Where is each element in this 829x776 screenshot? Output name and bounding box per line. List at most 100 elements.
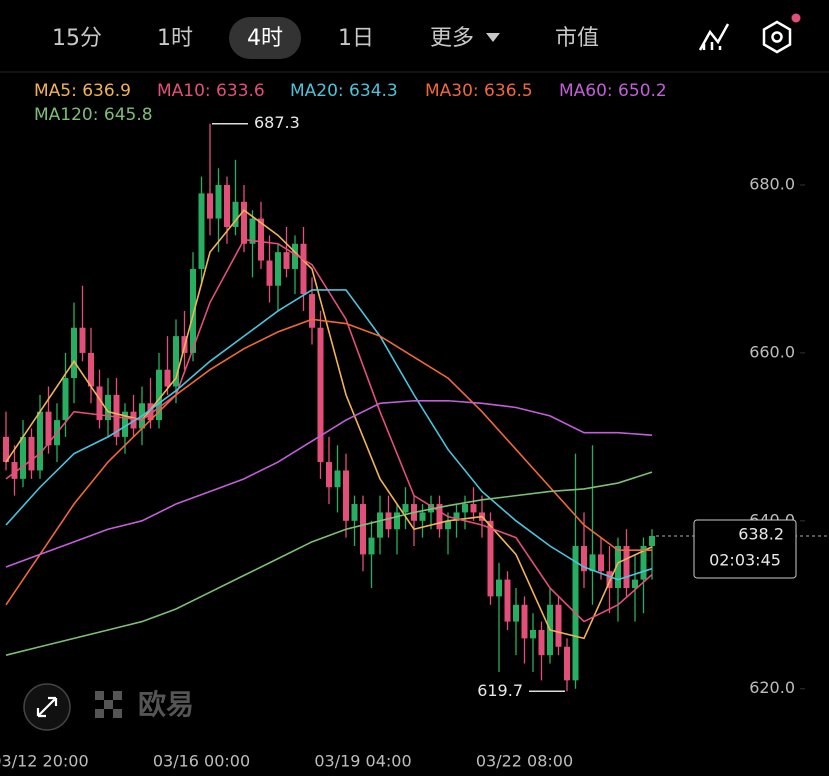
- tab[interactable]: 1时: [157, 26, 193, 51]
- tab-more[interactable]: 更多: [430, 26, 474, 51]
- candle-body: [249, 218, 256, 244]
- candle-body: [470, 504, 477, 513]
- candle-body: [453, 512, 460, 521]
- candle-body: [640, 546, 647, 580]
- candle-body: [436, 504, 443, 530]
- legend-item: MA30: 636.5: [425, 81, 533, 101]
- settings-icon[interactable]: [762, 13, 801, 54]
- candle-body: [538, 629, 545, 656]
- candle-body: [309, 294, 315, 328]
- candle-body: [530, 629, 536, 639]
- candle-body: [487, 520, 494, 597]
- candle-body: [377, 512, 383, 538]
- expand-button[interactable]: [23, 683, 71, 731]
- legend-item: MA20: 634.3: [290, 81, 398, 101]
- candle-body: [581, 546, 587, 572]
- candle-body: [71, 327, 77, 379]
- candle-body: [419, 512, 426, 521]
- candle-body: [156, 369, 162, 421]
- indicator-icon[interactable]: [698, 23, 730, 51]
- x-tick-label: 03/12 20:00: [0, 752, 89, 771]
- dropdown-arrow: [486, 33, 500, 42]
- candle-body: [62, 378, 69, 421]
- low-marker: 619.7: [477, 681, 523, 700]
- candle-body: [615, 546, 621, 588]
- candle-body: [394, 512, 400, 530]
- ma-line: [5, 238, 653, 623]
- tab[interactable]: 15分: [52, 26, 102, 51]
- candle-body: [45, 411, 52, 446]
- candle-body: [334, 470, 341, 488]
- candle-body: [564, 646, 570, 681]
- candle-body: [292, 243, 298, 269]
- candle-body: [275, 252, 281, 286]
- candle-body: [649, 535, 655, 547]
- watermark: 欧易: [138, 688, 194, 721]
- candle-body: [385, 512, 392, 530]
- legend-item: MA5: 636.9: [34, 81, 131, 101]
- candle-body: [623, 546, 630, 588]
- candle-body: [215, 184, 222, 219]
- watermark-logo: [95, 691, 122, 718]
- candle-body: [351, 504, 358, 521]
- candle-body: [28, 436, 35, 471]
- candle-body: [428, 504, 434, 513]
- candle-body: [343, 470, 349, 521]
- candle-body: [368, 537, 375, 555]
- legend-item: MA10: 633.6: [157, 81, 265, 101]
- candle-body: [606, 571, 613, 588]
- candle-body: [190, 268, 196, 353]
- tab-selected-bg[interactable]: [229, 17, 301, 59]
- candle-body: [266, 260, 273, 286]
- candle-body: [555, 604, 562, 647]
- ma-line: [5, 289, 653, 581]
- tab[interactable]: 市值: [555, 26, 599, 51]
- countdown: 02:03:45: [709, 550, 781, 569]
- candle-body: [122, 411, 128, 437]
- tab-active[interactable]: 4时: [247, 26, 283, 51]
- candle-body: [598, 554, 604, 572]
- candle-body: [130, 411, 137, 429]
- candle-body: [504, 579, 511, 622]
- legend-item: MA120: 645.8: [34, 105, 153, 125]
- price-box: [693, 519, 797, 579]
- ma-line: [5, 471, 653, 656]
- candle-body: [326, 462, 332, 488]
- x-tick-label: 03/22 08:00: [476, 752, 573, 771]
- candle-body: [283, 252, 290, 269]
- candle-body: [521, 604, 528, 639]
- candle-body: [164, 369, 171, 387]
- candle-body: [513, 604, 519, 622]
- x-tick-label: 03/19 04:00: [314, 752, 411, 771]
- candle-body: [589, 554, 596, 572]
- y-tick-label: 680.0: [749, 174, 795, 193]
- ma-line: [5, 399, 653, 568]
- candle-body: [79, 327, 86, 353]
- candle-body: [88, 352, 94, 387]
- candle-body: [37, 411, 43, 471]
- tab[interactable]: 1日: [338, 26, 374, 51]
- candle-body: [96, 386, 103, 421]
- candle-body: [105, 394, 111, 421]
- candle-body: [241, 201, 247, 244]
- legend-item: MA60: 650.2: [559, 81, 667, 101]
- candle-body: [232, 201, 239, 227]
- candle-body: [198, 193, 205, 269]
- ma-line: [5, 318, 652, 606]
- current-price: 638.2: [738, 524, 784, 543]
- candle-body: [360, 504, 366, 555]
- y-tick-label: 620.0: [749, 678, 795, 697]
- candle-body: [20, 436, 26, 479]
- y-tick-label: 660.0: [749, 342, 795, 361]
- candle-body: [113, 394, 120, 437]
- candle-body: [224, 184, 230, 227]
- high-marker: 687.3: [254, 113, 300, 132]
- candle-body: [445, 520, 451, 530]
- ma-line: [5, 209, 653, 640]
- candle-body: [632, 579, 638, 588]
- candle-body: [173, 336, 179, 387]
- candle-body: [496, 579, 502, 597]
